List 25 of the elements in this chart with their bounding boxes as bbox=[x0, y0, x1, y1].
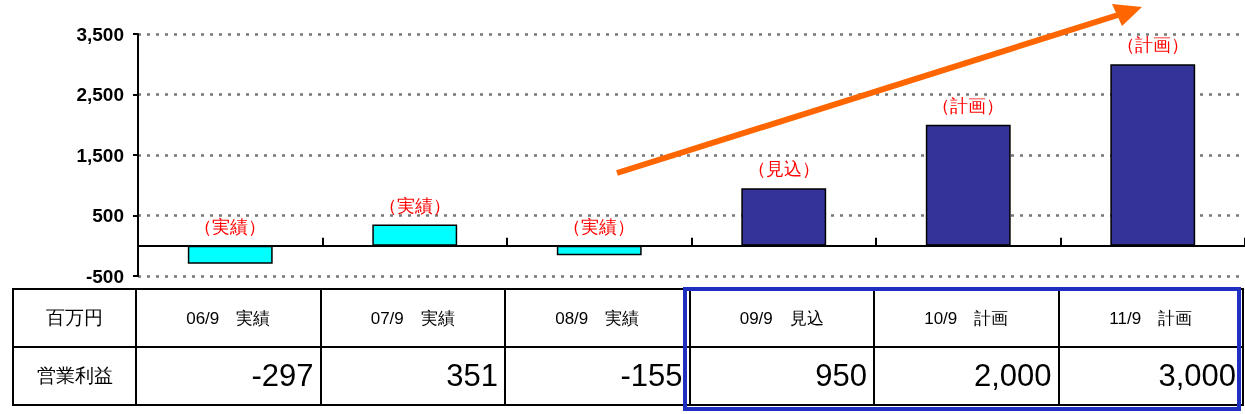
text: 営業利益 bbox=[13, 347, 136, 405]
y-tick-label: 2,500 bbox=[76, 84, 124, 105]
annotation: （実績） bbox=[378, 195, 451, 216]
data-label: 351 bbox=[320, 347, 505, 405]
x-tick-label: 06/9 実績 bbox=[136, 289, 321, 347]
data-label: -155 bbox=[505, 347, 690, 405]
x-tick-label: 09/9 見込 bbox=[689, 289, 874, 347]
x-tick-label: 10/9 計画 bbox=[874, 289, 1059, 347]
annotation: （実績） bbox=[194, 216, 267, 237]
data-label: 3,000 bbox=[1058, 347, 1243, 405]
x-tick-label: 07/9 実績 bbox=[320, 289, 505, 347]
x-tick-label: 11/9 計画 bbox=[1058, 289, 1243, 347]
x-tick-label: 08/9 実績 bbox=[505, 289, 690, 347]
data-label: -297 bbox=[136, 347, 321, 405]
data-label: 950 bbox=[689, 347, 874, 405]
y-tick-label: 3,500 bbox=[76, 23, 124, 45]
y-tick-label: 1,500 bbox=[76, 144, 124, 166]
y-axis-title: 百万円 bbox=[13, 289, 136, 347]
annotation: （見込） bbox=[747, 159, 820, 180]
data-label: 2,000 bbox=[874, 347, 1059, 405]
annotation: （実績） bbox=[563, 216, 636, 237]
annotation: （計画） bbox=[1116, 35, 1189, 56]
y-tick-label: 500 bbox=[92, 205, 124, 226]
y-tick-label: -500 bbox=[85, 265, 124, 287]
annotation: （計画） bbox=[932, 95, 1005, 116]
